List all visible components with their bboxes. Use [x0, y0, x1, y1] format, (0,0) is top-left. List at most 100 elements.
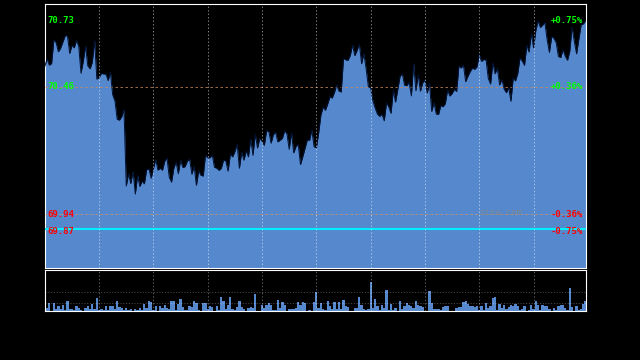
- Bar: [45, 236, 586, 239]
- Bar: [134, 309, 136, 311]
- Bar: [528, 310, 530, 311]
- Bar: [462, 302, 465, 311]
- Bar: [86, 306, 89, 311]
- Bar: [84, 308, 86, 311]
- Bar: [46, 309, 48, 311]
- Bar: [320, 303, 322, 311]
- Bar: [555, 310, 557, 311]
- Bar: [60, 310, 62, 311]
- Bar: [45, 217, 586, 220]
- Bar: [471, 306, 474, 311]
- Text: +0.36%: +0.36%: [551, 82, 583, 91]
- Bar: [238, 301, 241, 311]
- Bar: [98, 310, 100, 311]
- Bar: [308, 310, 310, 311]
- Bar: [173, 301, 175, 311]
- Bar: [254, 294, 257, 311]
- Bar: [141, 310, 143, 311]
- Bar: [189, 306, 191, 311]
- Bar: [496, 310, 499, 311]
- Bar: [218, 310, 220, 311]
- Bar: [487, 308, 490, 311]
- Bar: [485, 303, 487, 311]
- Bar: [150, 302, 152, 311]
- Bar: [68, 309, 71, 311]
- Bar: [541, 305, 544, 311]
- Bar: [437, 309, 440, 311]
- Bar: [191, 307, 193, 311]
- Bar: [211, 307, 213, 311]
- Bar: [499, 304, 500, 311]
- Bar: [166, 308, 168, 311]
- Bar: [519, 310, 521, 311]
- Bar: [45, 224, 586, 226]
- Text: 69.94: 69.94: [47, 210, 74, 219]
- Bar: [202, 303, 204, 311]
- Bar: [93, 309, 96, 311]
- Bar: [220, 297, 223, 311]
- Bar: [57, 306, 60, 311]
- Bar: [67, 301, 68, 311]
- Bar: [159, 306, 161, 311]
- Bar: [276, 300, 279, 311]
- Bar: [413, 308, 415, 311]
- Bar: [363, 309, 365, 311]
- Bar: [532, 309, 534, 311]
- Bar: [45, 242, 586, 245]
- Bar: [340, 309, 342, 311]
- Text: 70.73: 70.73: [47, 16, 74, 25]
- Bar: [193, 301, 195, 311]
- Bar: [417, 305, 419, 311]
- Bar: [358, 297, 360, 311]
- Bar: [45, 220, 586, 224]
- Bar: [64, 310, 67, 311]
- Bar: [179, 299, 182, 311]
- Bar: [503, 305, 505, 311]
- Bar: [428, 292, 431, 311]
- Bar: [268, 303, 270, 311]
- Bar: [435, 309, 437, 311]
- Bar: [109, 306, 111, 311]
- Bar: [216, 306, 218, 311]
- Bar: [243, 309, 245, 311]
- Bar: [467, 304, 469, 311]
- Bar: [152, 310, 154, 311]
- Bar: [317, 308, 320, 311]
- Bar: [537, 305, 540, 311]
- Bar: [326, 301, 329, 311]
- Bar: [45, 226, 586, 230]
- Bar: [335, 309, 338, 311]
- Bar: [333, 302, 335, 311]
- Bar: [546, 306, 548, 311]
- Text: sina.com: sina.com: [479, 208, 522, 217]
- Bar: [356, 308, 358, 311]
- Bar: [512, 306, 515, 311]
- Bar: [48, 303, 51, 311]
- Bar: [177, 303, 179, 311]
- Bar: [354, 308, 356, 311]
- Bar: [422, 307, 424, 311]
- Bar: [76, 306, 77, 311]
- Bar: [494, 297, 496, 311]
- Bar: [236, 306, 238, 311]
- Bar: [295, 309, 297, 311]
- Bar: [279, 308, 281, 311]
- Bar: [123, 310, 125, 311]
- Bar: [175, 310, 177, 311]
- Bar: [564, 308, 566, 311]
- Bar: [241, 307, 243, 311]
- Bar: [116, 301, 118, 311]
- Bar: [516, 306, 519, 311]
- Bar: [91, 304, 93, 311]
- Bar: [474, 307, 476, 311]
- Bar: [45, 248, 586, 251]
- Bar: [247, 308, 250, 311]
- Bar: [105, 306, 107, 311]
- Bar: [401, 309, 403, 311]
- Bar: [331, 309, 333, 311]
- Bar: [540, 310, 541, 311]
- Bar: [186, 310, 189, 311]
- Bar: [548, 309, 550, 311]
- Bar: [55, 309, 57, 311]
- Bar: [365, 310, 367, 311]
